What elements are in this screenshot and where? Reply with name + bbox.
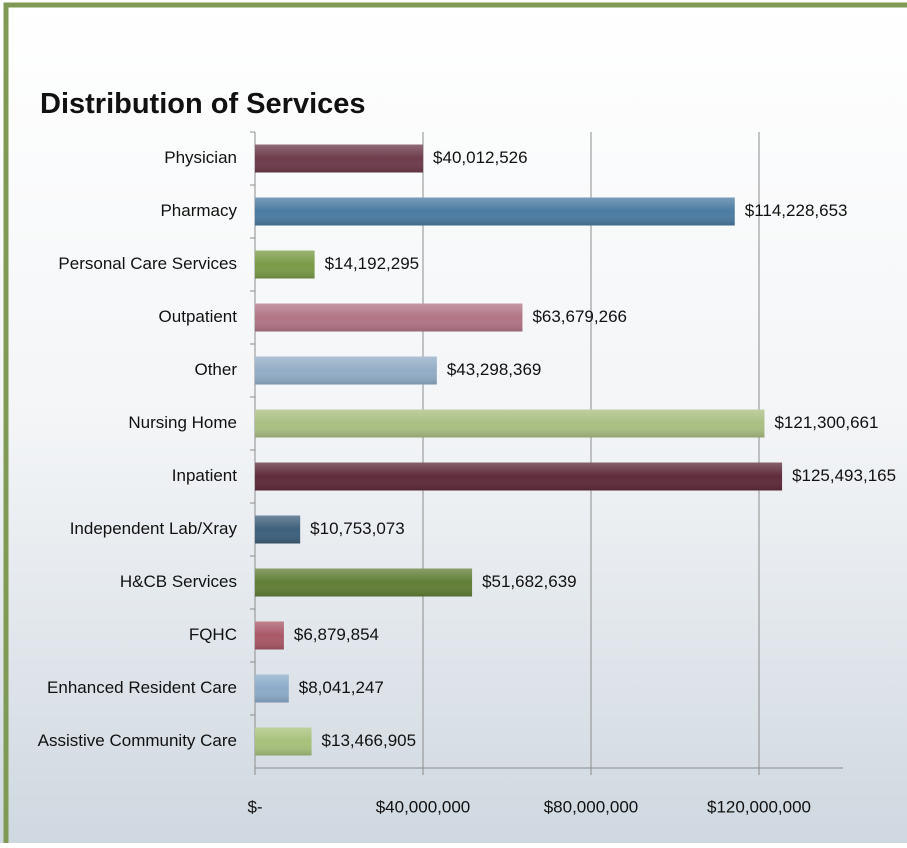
value-label: $10,753,073 [310,519,405,538]
bar-shine [255,250,315,279]
value-label: $6,879,854 [294,625,379,644]
x-tick-label: $- [247,797,262,816]
y-tick-label: FQHC [189,625,237,644]
y-tick-label: Enhanced Resident Care [47,678,237,697]
bar-shine [255,197,735,226]
value-label: $51,682,639 [482,572,577,591]
y-tick-label: Assistive Community Care [38,731,237,750]
y-tick-label: Other [194,360,237,379]
frame [3,2,907,848]
y-tick-label: Physician [164,148,237,167]
y-tick-label: Independent Lab/Xray [70,519,238,538]
y-tick-label: H&CB Services [120,572,237,591]
bar-shine [255,144,424,173]
value-label: $13,466,905 [322,731,417,750]
x-tick-label: $40,000,000 [376,797,471,816]
bar-shine [255,356,437,385]
y-tick-label: Nursing Home [128,413,237,432]
value-label: $63,679,266 [532,307,627,326]
value-label: $121,300,661 [774,413,878,432]
y-tick-label: Personal Care Services [58,254,237,273]
value-label: $14,192,295 [325,254,420,273]
x-tick-label: $120,000,000 [707,797,811,816]
value-label: $8,041,247 [299,678,384,697]
bar-shine [255,727,312,756]
bar-shine [255,674,289,703]
y-tick-label: Outpatient [159,307,238,326]
bar-shine [255,409,765,438]
bar-shine [255,621,284,650]
value-label: $114,228,653 [745,201,848,220]
bar-shine [255,303,523,332]
x-tick-label: $80,000,000 [544,797,639,816]
y-tick-label: Inpatient [172,466,237,485]
value-label: $125,493,165 [792,466,896,485]
value-label: $40,012,526 [433,148,528,167]
bar-shine [255,462,783,491]
bar-shine [255,568,473,597]
chart-title: Distribution of Services [40,88,366,120]
bar-shine [255,515,301,544]
y-tick-label: Pharmacy [160,201,237,220]
value-label: $43,298,369 [447,360,542,379]
